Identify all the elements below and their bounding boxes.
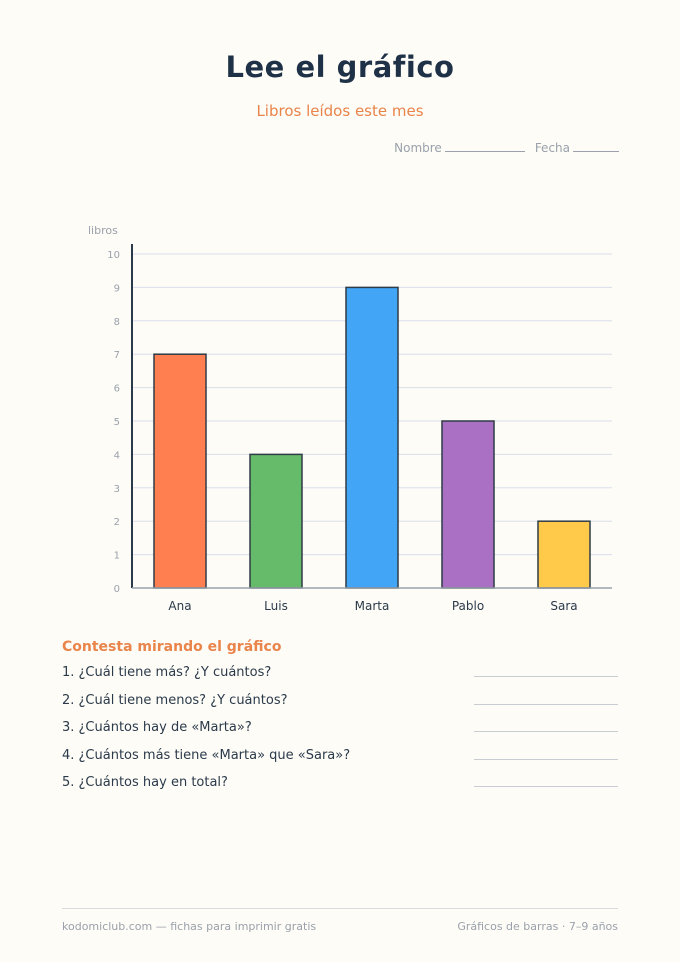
question-text: 1. ¿Cuál tiene más? ¿Y cuántos?: [62, 665, 272, 680]
y-tick-label: 6: [114, 384, 120, 395]
y-tick-label: 4: [114, 450, 120, 461]
y-tick-label: 1: [114, 551, 120, 562]
x-tick-label: Sara: [550, 599, 577, 613]
y-tick-labels: 0 1 2 3 4 5 6 7 8 9 10: [107, 250, 120, 595]
footer-category: Gráficos de barras · 7–9 años: [457, 920, 618, 933]
y-tick-label: 5: [114, 417, 120, 428]
y-tick-label: 8: [114, 317, 120, 328]
chart-subtitle: Libros leídos este mes: [256, 102, 424, 120]
x-tick-label: Luis: [264, 599, 288, 613]
date-label: Fecha: [534, 141, 570, 155]
question-text: 5. ¿Cuántos hay en total?: [62, 775, 228, 790]
page-title: Lee el gráfico: [225, 50, 455, 84]
answer-line[interactable]: [474, 676, 618, 677]
footer-site: kodomiclub.com — fichas para imprimir gr…: [62, 920, 317, 933]
question-item: 4. ¿Cuántos más tiene «Marta» que «Sara»…: [62, 748, 618, 776]
question-item: 2. ¿Cuál tiene menos? ¿Y cuántos?: [62, 693, 618, 721]
answer-line[interactable]: [474, 703, 618, 705]
bar-ana: [153, 353, 207, 589]
date-line[interactable]: [573, 139, 619, 152]
question-item: 5. ¿Cuántos hay en total?: [62, 775, 618, 803]
footer-divider: [62, 908, 618, 909]
y-tick-label: 2: [114, 517, 120, 528]
y-axis-label: libros: [88, 224, 118, 237]
question-item: 3. ¿Cuántos hay de «Marta»?: [62, 720, 618, 748]
x-tick-label: Pablo: [452, 599, 484, 613]
question-text: 2. ¿Cuál tiene menos? ¿Y cuántos?: [62, 692, 288, 708]
questions-list: 1. ¿Cuál tiene más? ¿Y cuántos? 2. ¿Cuál …: [62, 665, 618, 803]
y-tick-label: 3: [114, 484, 120, 495]
chart-bars: [153, 286, 591, 589]
y-tick-label: 7: [114, 350, 120, 361]
y-tick-label: 10: [107, 250, 120, 261]
name-line[interactable]: [444, 139, 525, 152]
x-tick-label: Marta: [355, 599, 390, 613]
name-date-fields: Nombre Fecha: [394, 139, 619, 155]
bar-sara: [537, 520, 591, 589]
x-tick-label: Ana: [168, 599, 191, 613]
bar-luis: [249, 453, 303, 589]
questions-title: Contesta mirando el gráfico: [62, 639, 282, 655]
answer-line[interactable]: [474, 758, 618, 760]
bar-pablo: [441, 420, 495, 589]
question-text: 3. ¿Cuántos hay de «Marta»?: [62, 720, 252, 735]
question-text: 4. ¿Cuántos más tiene «Marta» que «Sara»…: [62, 747, 351, 763]
answer-line[interactable]: [474, 731, 618, 732]
name-label: Nombre: [394, 141, 442, 155]
answer-line[interactable]: [474, 786, 618, 787]
y-tick-label: 0: [114, 584, 120, 595]
question-item: 1. ¿Cuál tiene más? ¿Y cuántos?: [62, 665, 618, 693]
y-tick-label: 9: [114, 283, 120, 294]
bar-chart: libros 0 1 2 3 4 5 6 7 8 9 10 Ana Luis Marta Pablo Sar…: [88, 224, 612, 613]
x-tick-labels: Ana Luis Marta Pablo Sara: [168, 599, 577, 613]
bar-marta: [345, 286, 399, 589]
